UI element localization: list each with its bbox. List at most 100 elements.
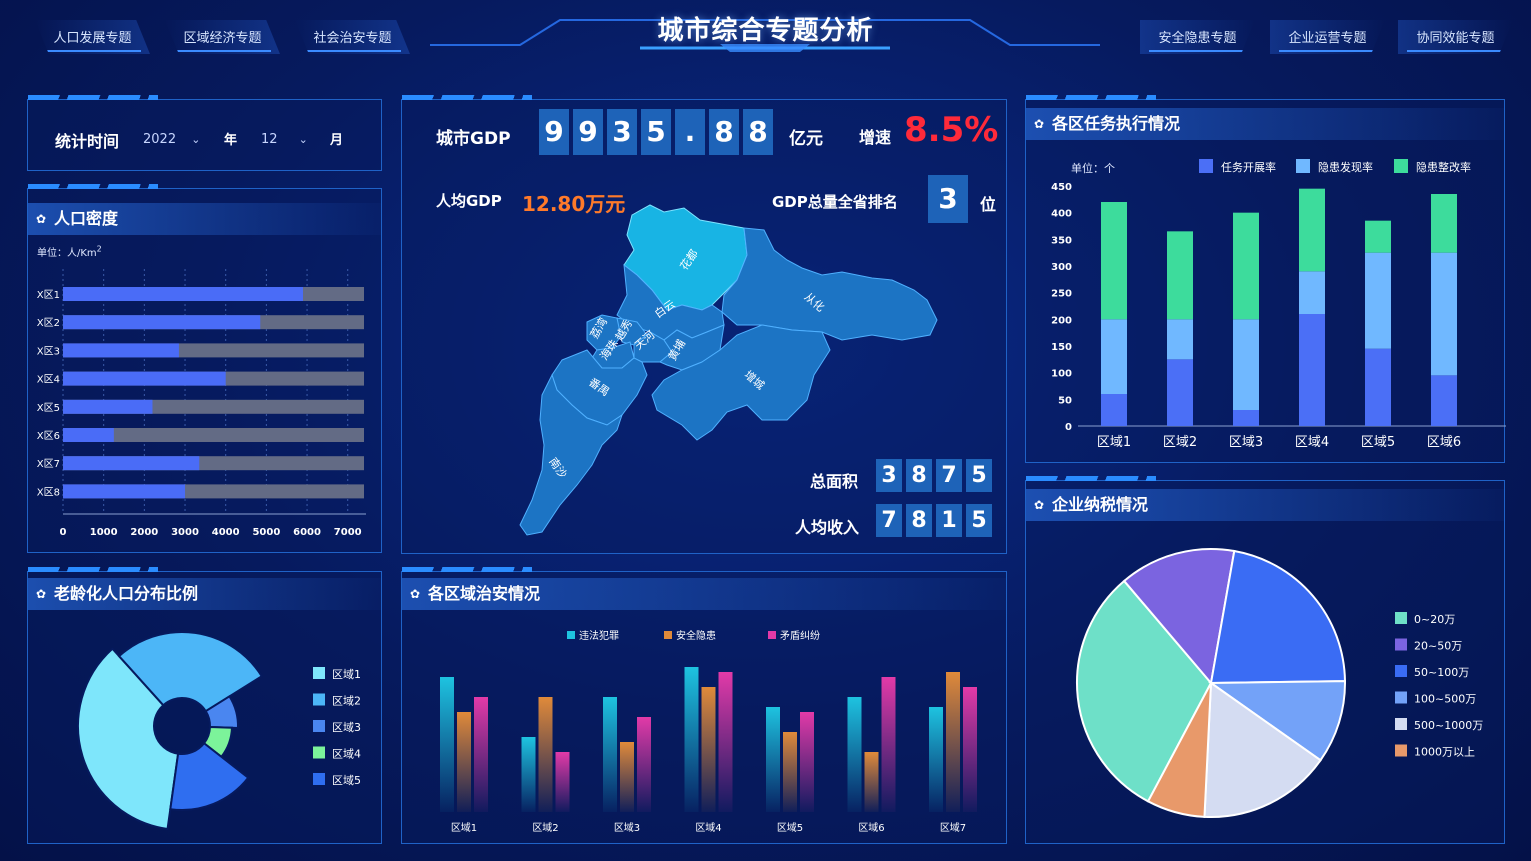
map-district[interactable] <box>519 373 623 536</box>
legend-label: 1000万以上 <box>1414 746 1475 759</box>
bar <box>620 742 634 812</box>
tasks-stacked-chart: 0 50 100 150 200 250 300 350 400 450 区域1 区域2 区域3 区域4 区… <box>1051 159 1506 450</box>
legend-swatch <box>1395 691 1407 704</box>
bar <box>474 697 488 812</box>
gdp-digit: 8 <box>709 109 739 155</box>
bar <box>63 428 114 442</box>
y-tick-label: X区5 <box>37 402 60 414</box>
paw-icon: ✿ <box>36 212 47 226</box>
x-tick-label: 区域5 <box>777 821 803 834</box>
rank-label: GDP总量全省排名 <box>772 193 898 211</box>
bar <box>637 717 651 812</box>
x-tick-label: 6000 <box>293 527 321 538</box>
legend-label: 区域1 <box>332 668 361 681</box>
legend-swatch <box>1395 638 1407 651</box>
tab-enterprise[interactable]: 企业运营专题 <box>1270 20 1385 54</box>
legend-label: 隐患发现率 <box>1318 160 1373 174</box>
bar <box>766 707 780 812</box>
paw-icon: ✿ <box>1034 498 1045 512</box>
bar <box>718 672 733 812</box>
bar <box>800 712 814 812</box>
x-tick-label: 5000 <box>252 527 280 538</box>
legend-label: 安全隐患 <box>676 629 716 642</box>
pie-slice <box>1207 680 1346 762</box>
month-select[interactable]: 12 ⌄ <box>261 128 308 147</box>
rose-slice <box>77 647 180 831</box>
stacked-bar-segment <box>1299 314 1325 426</box>
bar <box>603 697 617 812</box>
legend-swatch <box>768 631 776 639</box>
gdp-digit: 8 <box>743 109 773 155</box>
stacked-bar-segment <box>1233 319 1259 410</box>
aging-panel: ✿ 老龄化人口分布比例 区域1 区域2 区域3 区域4 区域5 <box>27 567 382 844</box>
bar-background <box>63 428 364 442</box>
pie-slice <box>1146 682 1212 818</box>
paw-icon: ✿ <box>36 587 47 601</box>
tab-economy[interactable]: 区域经济专题 <box>165 20 280 54</box>
rose-slice <box>204 694 239 729</box>
panel-header: ✿ 各区域治安情况 <box>402 578 1006 610</box>
y-tick-label: 50 <box>1058 395 1072 406</box>
y-tick-label: 350 <box>1051 235 1072 246</box>
panel-title: 企业纳税情况 <box>1052 495 1149 514</box>
chevron-down-icon: ⌄ <box>298 133 308 146</box>
bar <box>929 707 943 812</box>
y-tick-label: 400 <box>1051 209 1072 220</box>
y-tick-label: 200 <box>1051 315 1072 326</box>
legend-label: 区域4 <box>332 748 361 761</box>
legend-swatch <box>1394 159 1408 173</box>
income-digit: 7 <box>876 504 902 537</box>
tab-security[interactable]: 社会治安专题 <box>295 20 410 54</box>
bar <box>521 737 536 812</box>
security-panel: ✿ 各区域治安情况 违法犯罪 安全隐患 矛盾纠纷 区域1 区域2 区域3 区域4 区域5 区域6… <box>401 567 1007 844</box>
map-district[interactable] <box>586 314 623 351</box>
y-tick-label: X区2 <box>37 317 60 329</box>
unit-label: 单位：人/Km2 <box>37 244 102 259</box>
stacked-bar-segment <box>1233 410 1259 426</box>
x-tick-label: 0 <box>60 527 67 538</box>
legend-swatch <box>1395 612 1407 624</box>
legend-swatch <box>313 667 325 679</box>
stacked-bar-segment <box>1167 319 1193 360</box>
legend-label: 20~50万 <box>1414 640 1462 653</box>
year-select[interactable]: 2022 ⌄ <box>143 128 200 147</box>
income-digit: 8 <box>906 504 932 537</box>
stacked-bar-segment <box>1365 220 1391 253</box>
legend-label: 隐患整改率 <box>1416 160 1471 174</box>
x-tick-label: 区域6 <box>858 821 884 834</box>
filter-panel: 统计时间 2022 ⌄ 年 12 ⌄ 月 <box>27 95 382 171</box>
bar <box>684 667 699 812</box>
tab-collaboration[interactable]: 协同效能专题 <box>1398 20 1513 54</box>
bar <box>63 315 261 330</box>
rose-slice <box>169 741 250 811</box>
pie-slice <box>1203 681 1322 818</box>
tab-safety[interactable]: 安全隐患专题 <box>1140 20 1255 54</box>
map-district[interactable] <box>651 324 831 441</box>
bar <box>881 677 896 812</box>
stacked-bar-segment <box>1365 252 1391 349</box>
legend-label: 区域5 <box>332 774 361 787</box>
y-tick-label: 100 <box>1051 369 1072 380</box>
stacked-bar-segment <box>1167 359 1193 426</box>
bar <box>538 697 553 812</box>
bar <box>555 752 570 812</box>
map-district[interactable] <box>721 227 938 341</box>
pie-slice <box>1076 579 1213 803</box>
stacked-bar-segment <box>1431 194 1457 253</box>
legend-swatch <box>313 693 325 706</box>
gdp-unit: 亿元 <box>789 129 823 149</box>
tab-population[interactable]: 人口发展专题 <box>35 20 150 54</box>
legend-label: 任务开展率 <box>1221 160 1276 174</box>
x-tick-label: 区域5 <box>1361 435 1395 450</box>
legend-label: 区域2 <box>332 695 361 708</box>
area-digit: 3 <box>876 459 902 492</box>
tax-pie-chart: 0~20万 20~50万 50~100万 100~500万 500~1000万 1000万… <box>1076 548 1483 818</box>
x-tick-label: 区域2 <box>532 821 558 834</box>
bar <box>701 687 716 812</box>
stacked-bar-segment <box>1299 271 1325 314</box>
